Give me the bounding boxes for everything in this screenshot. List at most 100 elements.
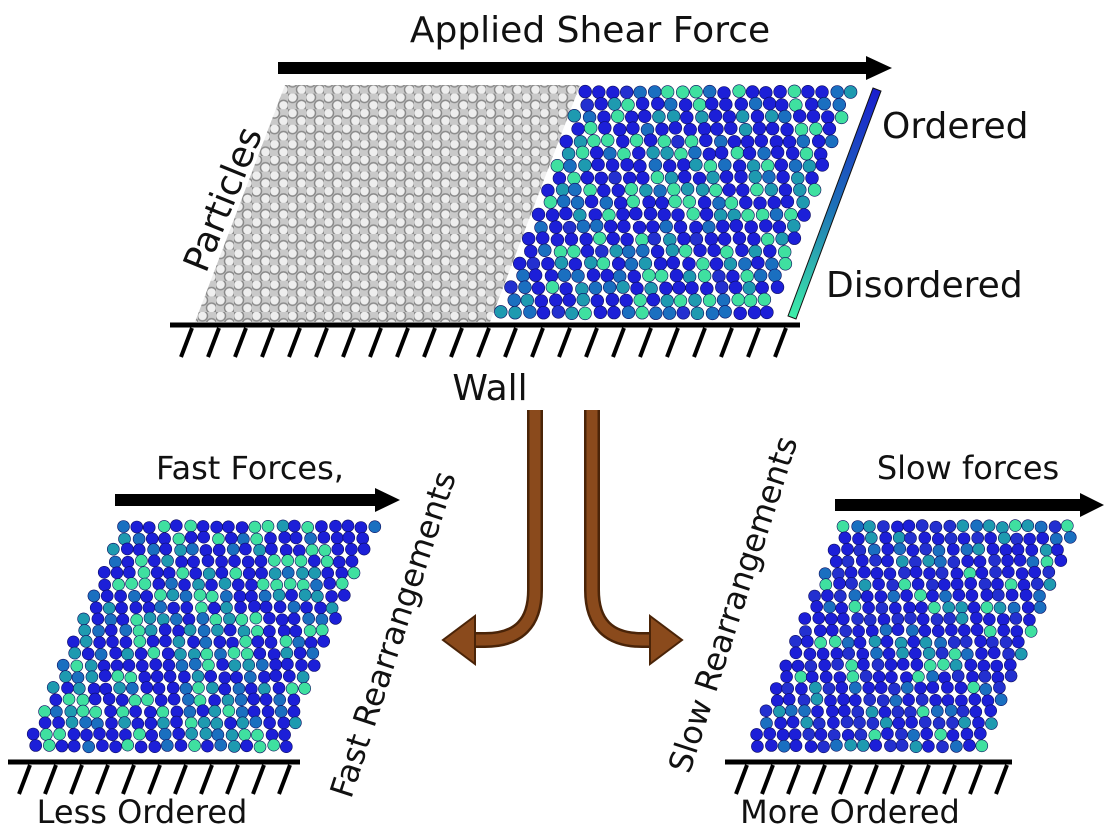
particle: [79, 624, 91, 636]
particle: [173, 636, 185, 648]
particle: [193, 579, 205, 591]
hatch: [397, 328, 408, 357]
particle: [764, 728, 776, 740]
particle: [293, 545, 305, 557]
particle: [164, 670, 176, 682]
particle: [331, 532, 343, 544]
particle: [558, 269, 571, 282]
particle: [181, 602, 193, 614]
particle: [983, 520, 995, 532]
particle: [871, 567, 883, 579]
particle: [677, 159, 690, 172]
particle: [779, 257, 792, 270]
particle: [679, 245, 692, 258]
particle: [992, 578, 1004, 590]
particle: [143, 522, 155, 534]
particle: [173, 625, 185, 637]
particle: [551, 234, 564, 247]
particle: [953, 589, 965, 601]
particle: [274, 694, 286, 706]
particle: [202, 555, 214, 567]
particle: [612, 257, 625, 270]
particle: [219, 578, 231, 590]
particle: [674, 295, 687, 308]
particle: [777, 729, 789, 741]
particle: [99, 579, 111, 591]
particle: [678, 171, 691, 184]
particle: [748, 233, 761, 246]
particle: [715, 146, 728, 159]
particle: [1020, 589, 1032, 601]
particle: [163, 659, 175, 671]
particle: [185, 520, 197, 532]
particle: [787, 716, 799, 728]
particle: [932, 625, 944, 637]
particle: [941, 682, 953, 694]
particle: [971, 624, 983, 636]
wall: [725, 762, 1012, 794]
particle: [213, 533, 225, 545]
particle: [639, 257, 652, 270]
particle: [837, 520, 849, 532]
particle: [960, 636, 972, 648]
hatch: [279, 765, 290, 794]
particle: [648, 86, 661, 99]
particle: [852, 521, 864, 533]
particle: [758, 293, 771, 306]
particle: [869, 635, 881, 647]
particle: [718, 159, 731, 172]
particle: [273, 682, 285, 694]
particle: [569, 183, 582, 196]
particle: [556, 183, 569, 196]
particle: [927, 590, 939, 602]
particle: [333, 556, 345, 568]
particle: [654, 185, 667, 198]
particle: [293, 636, 305, 648]
particle: [969, 693, 981, 705]
particle: [714, 135, 727, 148]
particle: [299, 682, 311, 694]
particle: [581, 245, 594, 258]
particle: [771, 695, 783, 707]
particle: [955, 695, 967, 707]
particle: [741, 270, 754, 283]
particle: [665, 172, 678, 185]
hatch: [19, 765, 30, 794]
particle: [318, 635, 330, 647]
particle: [265, 636, 277, 648]
hatch: [667, 328, 678, 357]
particle: [690, 221, 703, 234]
particle: [651, 97, 664, 110]
particle: [250, 612, 262, 624]
particle: [880, 624, 892, 636]
particle: [743, 282, 756, 295]
particle: [206, 579, 218, 591]
particle: [105, 624, 117, 636]
particle: [256, 567, 268, 579]
particle: [1052, 544, 1064, 556]
particle: [636, 97, 649, 110]
particle: [980, 683, 992, 695]
particle: [893, 532, 905, 544]
particle: [795, 123, 808, 136]
particle: [655, 269, 668, 282]
particle: [122, 739, 134, 751]
left-force: Fast Forces,: [156, 449, 344, 487]
particle: [947, 729, 959, 741]
particle: [546, 281, 559, 294]
particle: [607, 86, 620, 99]
particle: [606, 293, 619, 306]
particle: [606, 159, 619, 172]
particle: [660, 282, 673, 295]
particle: [153, 683, 165, 695]
particle: [926, 579, 938, 591]
particle: [182, 694, 194, 706]
particle: [744, 294, 757, 307]
particle: [742, 209, 755, 222]
particle: [811, 693, 823, 705]
particle: [830, 739, 842, 751]
particle: [289, 717, 301, 729]
particle: [813, 612, 825, 624]
particle: [288, 601, 300, 613]
particle: [994, 602, 1006, 614]
